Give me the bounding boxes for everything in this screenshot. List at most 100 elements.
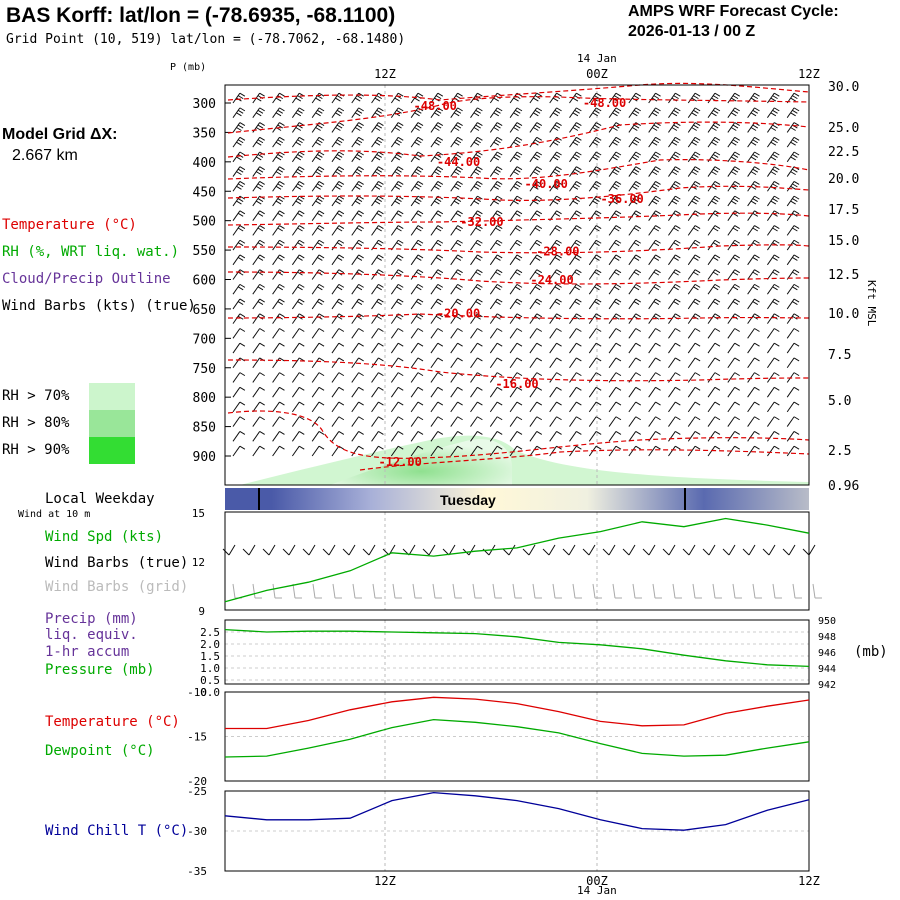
wind-barb <box>430 416 444 427</box>
wind-barb <box>311 269 325 280</box>
sfc-wind-barb <box>802 544 816 556</box>
sfc-wind-barb <box>322 544 336 556</box>
wind-barb <box>648 151 661 163</box>
wind-barb <box>727 313 740 324</box>
wind-barb <box>727 136 740 148</box>
wind-barb <box>767 416 780 427</box>
wind-barb <box>747 195 760 207</box>
wind-barb <box>707 225 721 236</box>
wind-barb <box>687 386 701 398</box>
legend-precip-3: 1-hr accum <box>45 644 130 660</box>
wind-barb <box>489 136 503 148</box>
isotherm-line <box>227 244 810 254</box>
wind-barb <box>786 254 800 266</box>
wind-barb <box>331 401 345 413</box>
wind-barb <box>687 283 701 295</box>
wind-barb <box>390 225 404 236</box>
wind-barb <box>588 269 602 280</box>
wind-barb <box>668 445 681 457</box>
wind-barb <box>331 416 345 427</box>
pressure-tick: 600 <box>193 274 216 289</box>
wind-barb <box>767 357 780 369</box>
wind-barb <box>648 342 661 354</box>
wind-barb <box>430 342 444 354</box>
wind-barb <box>331 431 345 442</box>
wind-barb <box>291 151 305 163</box>
wind-barb <box>450 283 463 295</box>
dewpoint-line <box>224 718 810 758</box>
grid-wind-barb <box>792 583 802 599</box>
wind-barb <box>747 254 760 266</box>
wind-barb <box>351 416 364 427</box>
wind-barb <box>569 416 582 427</box>
model-grid-label: Model Grid ΔX: <box>2 126 118 143</box>
wind-barb <box>628 431 642 442</box>
height-tick: 22.5 <box>828 145 859 160</box>
wind-barb <box>311 357 325 369</box>
pressure-tick: 944 <box>818 664 836 675</box>
wind-barb <box>331 372 345 383</box>
wind-barb <box>331 136 345 148</box>
wind-barb <box>450 328 463 339</box>
wind-barb <box>529 313 543 324</box>
legend-wind-barbs: Wind Barbs (kts) (true) <box>2 298 196 314</box>
wind-barb <box>252 107 265 118</box>
wind-barb <box>232 313 246 324</box>
wind-barb <box>390 386 404 398</box>
wind-barb <box>608 136 622 148</box>
wind-barb <box>331 195 345 207</box>
wind-barb <box>569 195 582 207</box>
wind-barb <box>291 254 305 266</box>
rh90-swatch <box>89 437 135 464</box>
wind-barb <box>588 357 602 369</box>
wind-barb <box>390 166 404 177</box>
wind-barb <box>608 401 622 413</box>
wind-chill-line <box>224 791 810 831</box>
wind-barb <box>430 328 444 339</box>
wind-barb <box>588 386 602 398</box>
wind-barb <box>291 313 305 324</box>
pressure-unit: (mb) <box>854 644 888 660</box>
wind-barb <box>311 431 325 442</box>
wind-barb <box>648 225 661 236</box>
wind-barb <box>687 269 701 280</box>
grid-wind-barb <box>772 583 782 599</box>
wind-barb <box>588 342 602 354</box>
wind-barb <box>767 107 780 118</box>
grid-wind-barb <box>732 583 742 599</box>
precip-tick: 2.5 <box>200 626 220 639</box>
wind-barb <box>549 92 562 104</box>
wind-barb <box>628 342 642 354</box>
wind-barb <box>470 431 483 442</box>
height-tick: 15.0 <box>828 234 859 249</box>
wind-barb <box>311 328 325 339</box>
wind-barb <box>232 401 246 413</box>
wind-barb <box>232 122 246 133</box>
wind-barb <box>628 225 642 236</box>
wind-barb <box>668 195 681 207</box>
wind-barb <box>767 298 780 310</box>
wind-barb <box>628 210 642 221</box>
weekday-bar <box>225 488 809 510</box>
wind-barb <box>529 269 543 280</box>
wind-barb <box>371 225 384 236</box>
wind-barb <box>232 372 246 383</box>
wind-barb <box>747 210 760 221</box>
height-tick: 7.5 <box>828 348 851 363</box>
wind-barb <box>450 269 463 280</box>
wind-barb <box>687 107 701 118</box>
wind-barb <box>489 107 503 118</box>
wind-barb <box>371 210 384 221</box>
wind-barb <box>390 107 404 118</box>
wind-barb <box>272 328 285 339</box>
legend-sfc-temperature: Temperature (°C) <box>45 714 180 730</box>
wind-barb <box>272 283 285 295</box>
wind-barb <box>608 195 622 207</box>
wind-barb <box>588 298 602 310</box>
wind-barb <box>767 372 780 383</box>
wind-barb <box>311 283 325 295</box>
wind-barb <box>470 445 483 457</box>
wind-barb <box>529 416 543 427</box>
wind-barb <box>687 357 701 369</box>
wind-barb <box>549 401 562 413</box>
